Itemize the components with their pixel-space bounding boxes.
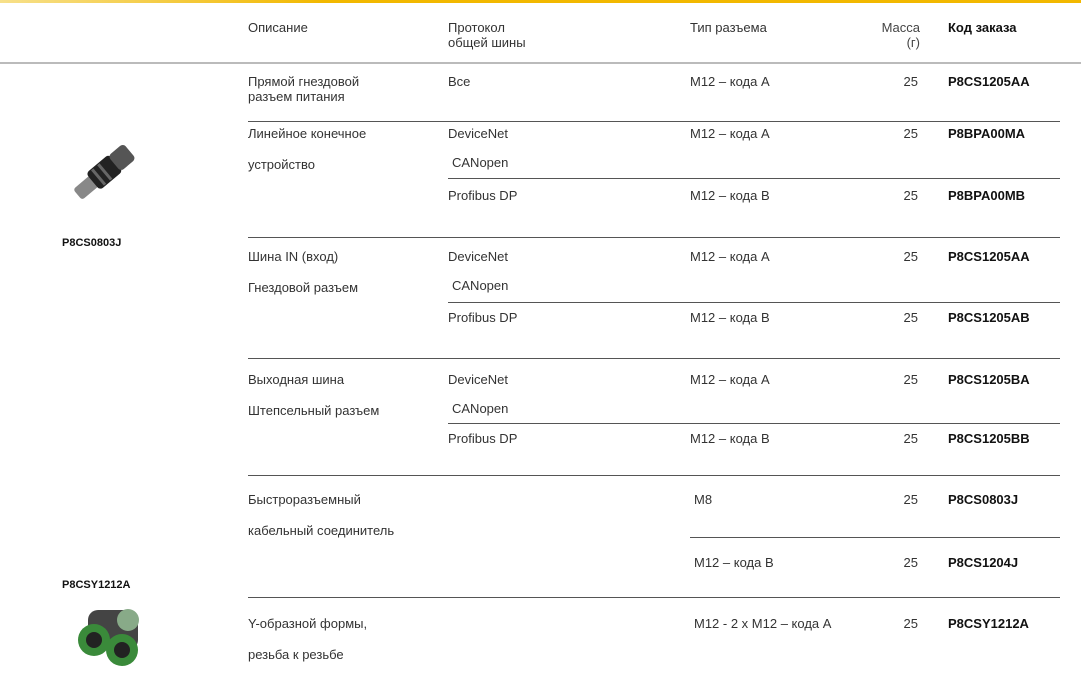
product-code: P8CS0803J xyxy=(62,237,122,249)
description: Гнездовой разъем xyxy=(248,280,359,295)
order-code: P8CS0803J xyxy=(948,492,1019,507)
description: Шина IN (вход) xyxy=(248,249,339,264)
header-rule xyxy=(0,62,1081,64)
description: устройство xyxy=(248,157,315,172)
mass: 25 xyxy=(903,188,918,203)
group-separator xyxy=(248,597,1060,598)
description: резьба к резьбе xyxy=(248,647,344,662)
product-code: P8CSY1212A xyxy=(62,579,131,591)
column-header: Протокол общей шины xyxy=(448,20,526,50)
protocol: Profibus DP xyxy=(448,431,518,446)
connector: M12 – кода A xyxy=(690,126,770,141)
description: Штепсельный разъем xyxy=(248,403,380,418)
mass: 25 xyxy=(903,74,918,89)
mass: 25 xyxy=(903,431,918,446)
column-header: Масса (г) xyxy=(881,20,920,50)
connector: M12 – кода A xyxy=(690,372,770,387)
order-code: P8CS1205AA xyxy=(948,249,1030,264)
mass: 25 xyxy=(903,492,918,507)
description: Y-образной формы, xyxy=(248,616,368,631)
description: Прямой гнездовой разъем питания xyxy=(248,74,360,104)
protocol: DeviceNet xyxy=(448,249,508,264)
order-code: P8CS1205BA xyxy=(948,372,1030,387)
mass: 25 xyxy=(903,249,918,264)
protocol: CANopen xyxy=(452,155,509,170)
row-separator xyxy=(448,302,1060,303)
column-header: Тип разъема xyxy=(690,20,767,35)
connector: M12 – кода A xyxy=(690,249,770,264)
product-image xyxy=(74,144,135,199)
description: Выходная шина xyxy=(248,372,345,387)
protocol: Все xyxy=(448,74,471,89)
order-code: P8BPA00MA xyxy=(948,126,1026,141)
description: Быстроразъемный xyxy=(248,492,361,507)
order-code: P8CSY1212A xyxy=(948,616,1029,631)
order-code: P8CS1205AB xyxy=(948,310,1030,325)
connector: M12 – кода B xyxy=(690,310,770,325)
protocol: DeviceNet xyxy=(448,372,508,387)
protocol: CANopen xyxy=(452,401,509,416)
mass: 25 xyxy=(903,310,918,325)
product-image xyxy=(78,609,139,666)
protocol: Profibus DP xyxy=(448,188,518,203)
connector: M12 – кода B xyxy=(694,555,774,570)
connector: M12 – кода B xyxy=(690,431,770,446)
column-header: Код заказа xyxy=(948,20,1017,35)
connector: M12 – кода B xyxy=(690,188,770,203)
group-separator xyxy=(248,475,1060,476)
connector: M12 – кода A xyxy=(690,74,770,89)
group-separator xyxy=(248,237,1060,238)
order-code: P8CS1205BB xyxy=(948,431,1030,446)
description: Линейное конечное xyxy=(248,126,367,141)
order-code: P8CS1205AA xyxy=(948,74,1030,89)
group-separator xyxy=(248,358,1060,359)
mass: 25 xyxy=(903,372,918,387)
connector: M8 xyxy=(694,492,713,507)
row-separator xyxy=(448,423,1060,424)
order-code: P8BPA00MB xyxy=(948,188,1026,203)
description: кабельный соединитель xyxy=(248,523,395,538)
connector: M12 - 2 x M12 – кода A xyxy=(694,616,832,631)
row-separator xyxy=(448,178,1060,179)
protocol: CANopen xyxy=(452,278,509,293)
row-separator xyxy=(690,537,1060,538)
order-code: P8CS1204J xyxy=(948,555,1019,570)
top-bar xyxy=(0,0,1081,3)
mass: 25 xyxy=(903,555,918,570)
protocol: DeviceNet xyxy=(448,126,508,141)
mass: 25 xyxy=(903,616,918,631)
protocol: Profibus DP xyxy=(448,310,518,325)
group-separator xyxy=(248,121,1060,122)
mass: 25 xyxy=(903,126,918,141)
column-header: Описание xyxy=(248,20,308,35)
